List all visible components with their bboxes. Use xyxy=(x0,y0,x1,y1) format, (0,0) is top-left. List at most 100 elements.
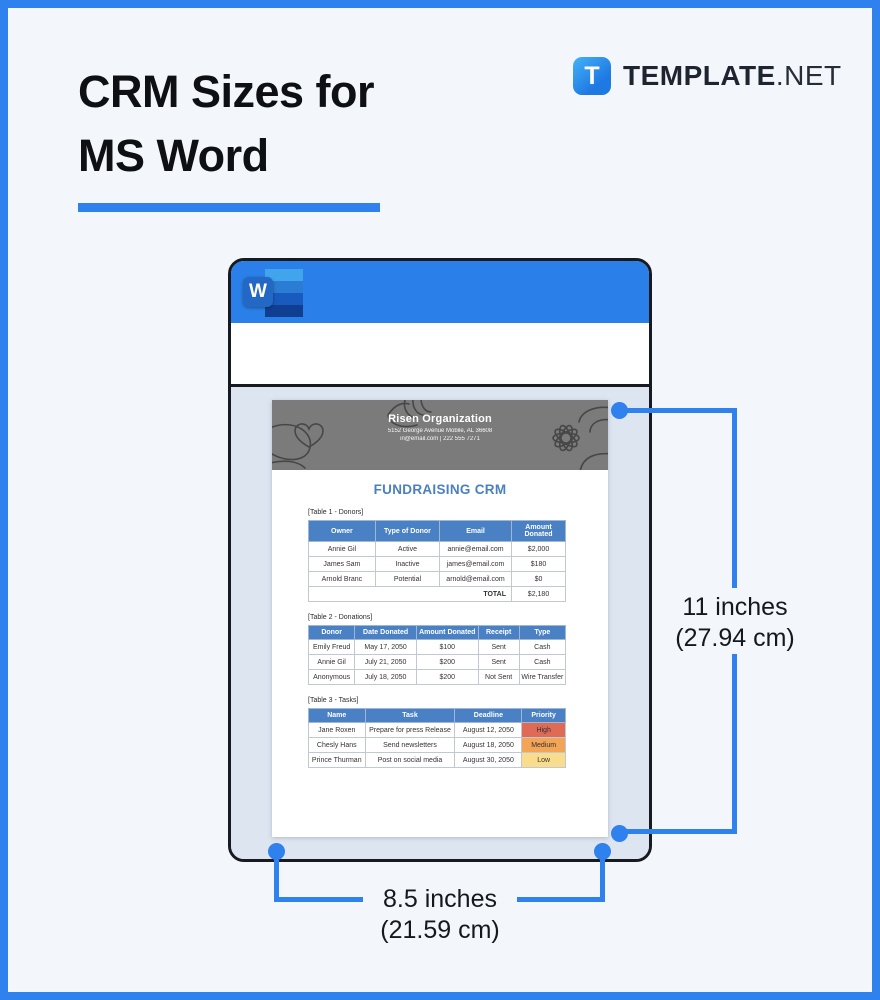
table-cell: Annie Gil xyxy=(307,654,356,670)
templatenet-logo[interactable]: T TEMPLATE.NET xyxy=(573,57,842,95)
height-label-line2: (27.94 cm) xyxy=(675,624,795,652)
table-row: Arnold Branc Potential arnold@email.com … xyxy=(308,571,566,587)
org-contact: in@email.com | 222 555 7271 xyxy=(400,436,480,442)
table-cell: July 21, 2050 xyxy=(354,654,417,670)
measure-line-left-horizontal xyxy=(277,897,363,902)
templatenet-badge-icon: T xyxy=(573,57,611,95)
table-cell: Sent xyxy=(477,639,520,655)
measure-line-vertical-upper xyxy=(732,408,737,588)
table-cell: July 18, 2050 xyxy=(354,669,417,685)
table-cell: Potential xyxy=(374,571,441,587)
table-row: Jane Roxen Prepare for press Release Aug… xyxy=(308,722,566,738)
measure-line-top-horizontal xyxy=(620,408,737,413)
document-header-banner: Risen Organization 5152 George Avenue Mo… xyxy=(272,400,608,470)
width-dimension-label: 8.5 inches (21.59 cm) xyxy=(335,884,545,946)
column-header: Deadline xyxy=(454,708,523,723)
measure-dot-bottom-right2 xyxy=(594,843,611,860)
templatenet-wordmark: TEMPLATE.NET xyxy=(623,60,842,92)
table1-caption: [Table 1 - Donors] xyxy=(308,509,364,516)
word-window-mockup: W xyxy=(228,258,652,862)
document-body: [Table 1 - Donors] Owner Type of Donor E… xyxy=(272,509,608,768)
ms-word-icon: W xyxy=(243,269,305,317)
org-address: 5152 George Avenue Mobile, AL 36608 xyxy=(387,428,493,434)
page-title-line2: MS Word xyxy=(78,130,269,181)
table-cell: Not Sent xyxy=(477,669,520,685)
measure-dot-bottom-left xyxy=(268,843,285,860)
table-cell: Post on social media xyxy=(364,752,456,768)
table-cell: August 18, 2050 xyxy=(454,737,523,753)
total-value: $2,180 xyxy=(511,586,566,602)
measure-line-bottom-horizontal xyxy=(620,829,737,834)
table2-caption: [Table 2 - Donations] xyxy=(308,614,373,621)
priority-cell: Low xyxy=(521,752,566,768)
word-titlebar: W xyxy=(231,261,649,323)
column-header: Name xyxy=(308,708,366,723)
table-cell: James Sam xyxy=(308,556,376,572)
table-cell: $0 xyxy=(511,571,566,587)
title-underline xyxy=(78,203,380,212)
column-header: Type of Donor xyxy=(374,520,441,542)
word-ribbon-area xyxy=(231,323,649,387)
table-cell: james@email.com xyxy=(439,556,513,572)
table-cell: Chesly Hans xyxy=(308,737,366,753)
table-cell: August 30, 2050 xyxy=(454,752,523,768)
table-total-row: TOTAL $2,180 xyxy=(307,586,566,602)
column-header: Email xyxy=(439,520,513,542)
table-cell: May 17, 2050 xyxy=(354,639,417,655)
table-cell: annie@email.com xyxy=(439,541,513,557)
table-cell: Sent xyxy=(477,654,520,670)
column-header: Amount Donated xyxy=(511,520,566,542)
table-row: James Sam Inactive james@email.com $180 xyxy=(308,556,566,572)
column-header: Priority xyxy=(521,708,566,723)
column-header: Amount Donated xyxy=(415,625,479,640)
table-cell: Arnold Branc xyxy=(308,571,376,587)
table-header-row: Donor Date Donated Amount Donated Receip… xyxy=(307,625,567,640)
table-cell: Emily Freud xyxy=(307,639,356,655)
brand-light-text: .NET xyxy=(775,60,842,91)
measure-line-right-horizontal xyxy=(517,897,603,902)
table-cell: Prepare for press Release xyxy=(364,722,456,738)
measure-line-vertical-lower xyxy=(732,654,737,834)
table-cell: arnold@email.com xyxy=(439,571,513,587)
table-cell: Cash xyxy=(518,654,567,670)
table-cell: $200 xyxy=(415,654,479,670)
table-cell: Active xyxy=(374,541,441,557)
table-cell: August 12, 2050 xyxy=(454,722,523,738)
tasks-table: Name Task Deadline Priority Jane Roxen P… xyxy=(308,708,566,768)
table-row: Annie Gil Active annie@email.com $2,000 xyxy=(308,541,566,557)
column-header: Type xyxy=(518,625,567,640)
word-document-area: Risen Organization 5152 George Avenue Mo… xyxy=(231,387,649,859)
table-cell: Inactive xyxy=(374,556,441,572)
header-illustration xyxy=(272,400,608,470)
column-header: Task xyxy=(364,708,456,723)
org-name: Risen Organization xyxy=(388,413,492,425)
width-label-line1: 8.5 inches xyxy=(383,885,497,913)
table-cell: Jane Roxen xyxy=(308,722,366,738)
table-header-row: Name Task Deadline Priority xyxy=(308,708,566,723)
document-title: FUNDRAISING CRM xyxy=(373,482,507,497)
word-icon-letter: W xyxy=(243,277,273,307)
priority-cell: Medium xyxy=(521,737,566,753)
table-row: Chesly Hans Send newsletters August 18, … xyxy=(308,737,566,753)
column-header: Date Donated xyxy=(354,625,417,640)
table-cell: $180 xyxy=(511,556,566,572)
table-cell: Annie Gil xyxy=(308,541,376,557)
table-row: Anonymous July 18, 2050 $200 Not Sent Wi… xyxy=(307,669,567,685)
column-header: Receipt xyxy=(477,625,520,640)
measure-line-left-vertical xyxy=(274,852,279,902)
table-cell: Cash xyxy=(518,639,567,655)
table-header-row: Owner Type of Donor Email Amount Donated xyxy=(308,520,566,542)
height-label-line1: 11 inches xyxy=(682,593,788,621)
measure-dot-bottom-right xyxy=(611,825,628,842)
total-label: TOTAL xyxy=(307,586,513,602)
height-dimension-label: 11 inches (27.94 cm) xyxy=(630,592,840,654)
priority-cell: High xyxy=(521,722,566,738)
document-page: Risen Organization 5152 George Avenue Mo… xyxy=(272,400,608,837)
table-cell: Wire Transfer xyxy=(518,669,567,685)
table-cell: Anonymous xyxy=(307,669,356,685)
measure-dot-top-right xyxy=(611,402,628,419)
measure-line-right-vertical xyxy=(600,852,605,902)
table-cell: Prince Thurman xyxy=(308,752,366,768)
word-icon-stripes xyxy=(265,269,303,317)
